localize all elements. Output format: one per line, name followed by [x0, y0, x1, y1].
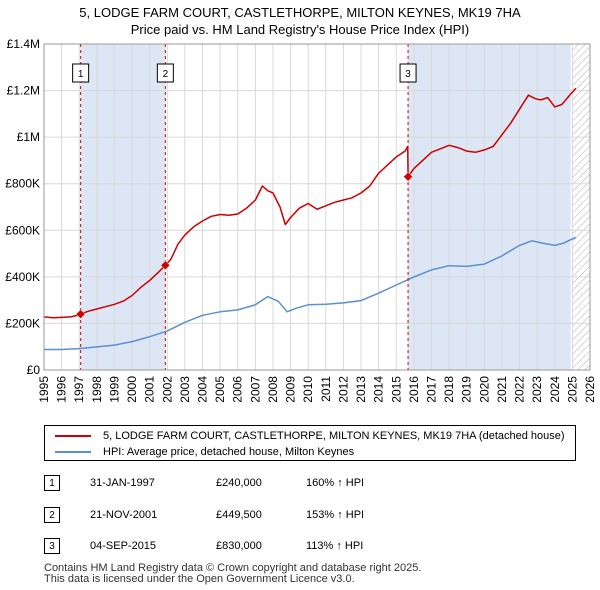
x-tick-label: 1997	[72, 376, 86, 403]
transaction-row: 1 31-JAN-1997 £240,000 160% ↑ HPI	[44, 475, 444, 493]
x-tick-label: 2000	[125, 376, 139, 403]
series-line-property	[43, 87, 577, 319]
x-tick-label: 2009	[284, 376, 298, 403]
transaction-date: 04-SEP-2015	[90, 540, 157, 552]
legend-item-property: 5, LODGE FARM COURT, CASTLETHORPE, MILTO…	[45, 428, 565, 444]
x-tick-label: 2021	[495, 376, 509, 403]
plot-frame	[43, 43, 591, 371]
transaction-price: £449,500	[216, 509, 262, 521]
x-tick-label: 2025	[565, 376, 579, 403]
footer-licence: This data is licensed under the Open Gov…	[44, 573, 355, 585]
x-tick-label: 2017	[424, 376, 438, 403]
sale-point	[160, 260, 171, 271]
y-tick-label: £1.4M	[7, 37, 40, 51]
x-tick-label: 2020	[477, 376, 491, 403]
y-tick-label: £800K	[5, 177, 40, 191]
marker-badge	[156, 63, 174, 83]
series-line-hpi	[44, 236, 577, 351]
x-tick-label: 1998	[90, 376, 104, 403]
y-tick-label: £400K	[5, 270, 40, 284]
y-tick-label: £1.2M	[7, 84, 40, 98]
transaction-number-badge: 2	[44, 507, 60, 523]
transaction-row: 3 04-SEP-2015 £830,000 113% ↑ HPI	[44, 538, 444, 556]
chart-title-line1: 5, LODGE FARM COURT, CASTLETHORPE, MILTO…	[79, 5, 521, 20]
x-tick-label: 2003	[178, 376, 192, 403]
marker-label: 3	[405, 69, 411, 80]
x-tick-label: 2016	[407, 376, 421, 403]
transaction-date: 21-NOV-2001	[90, 509, 158, 521]
shaded-period	[408, 44, 571, 370]
footer-copyright: Contains HM Land Registry data © Crown c…	[44, 562, 422, 574]
x-tick-label: 2018	[442, 376, 456, 403]
sale-point	[403, 171, 413, 182]
marker-badge	[72, 63, 90, 83]
shaded-period	[80, 44, 166, 370]
x-tick-label: 1995	[37, 376, 51, 403]
x-tick-label: 2006	[231, 376, 245, 403]
x-tick-label: 2004	[196, 376, 210, 403]
x-tick-label: 2002	[160, 376, 174, 403]
y-tick-label: £1M	[17, 130, 40, 144]
legend-swatch-property	[55, 435, 91, 437]
x-tick-label: 2013	[354, 376, 368, 403]
transaction-number-badge: 1	[44, 475, 60, 491]
forecast-hatch	[572, 44, 590, 370]
y-tick-label: £600K	[5, 223, 40, 237]
legend-swatch-hpi	[55, 451, 91, 453]
x-tick-label: 2019	[460, 376, 474, 403]
transaction-price: £830,000	[216, 540, 262, 552]
transaction-date: 31-JAN-1997	[90, 477, 155, 489]
x-tick-label: 2014	[372, 376, 386, 403]
legend: 5, LODGE FARM COURT, CASTLETHORPE, MILTO…	[44, 425, 576, 461]
x-tick-label: 2024	[548, 376, 562, 403]
x-tick-label: 1999	[107, 376, 121, 403]
transaction-number-badge: 3	[44, 538, 60, 554]
x-tick-label: 2005	[213, 376, 227, 403]
marker-label: 1	[78, 69, 84, 80]
price-chart: 1 2 3 £0 £200K £400K £600K £800K £1M £1.2M £1.4M 1…	[5, 37, 597, 403]
legend-label-property: 5, LODGE FARM COURT, CASTLETHORPE, MILTO…	[103, 430, 565, 442]
x-tick-label: 2011	[319, 376, 333, 402]
marker-badge	[399, 63, 417, 83]
transaction-hpi-change: 160% ↑ HPI	[306, 477, 365, 489]
transaction-row: 2 21-NOV-2001 £449,500 153% ↑ HPI	[44, 507, 444, 525]
x-tick-label: 2012	[336, 376, 350, 403]
marker-label: 2	[163, 69, 169, 80]
transaction-hpi-change: 113% ↑ HPI	[306, 540, 364, 552]
sale-point	[75, 309, 86, 319]
y-tick-label: £200K	[5, 316, 40, 330]
transaction-price: £240,000	[216, 477, 262, 489]
x-tick-label: 2007	[248, 376, 262, 403]
y-tick-label: £0	[27, 363, 41, 377]
legend-label-hpi: HPI: Average price, detached house, Milt…	[103, 446, 355, 458]
x-tick-label: 2010	[301, 376, 315, 403]
x-tick-label: 2008	[266, 376, 280, 403]
chart-title-line2: Price paid vs. HM Land Registry's House …	[130, 22, 470, 37]
x-tick-label: 2026	[583, 376, 597, 403]
x-tick-label: 1996	[55, 376, 69, 403]
x-tick-label: 2015	[389, 376, 403, 403]
x-tick-label: 2023	[530, 376, 544, 403]
x-tick-label: 2022	[513, 376, 527, 403]
legend-item-hpi: HPI: Average price, detached house, Milt…	[45, 444, 354, 460]
transaction-hpi-change: 153% ↑ HPI	[306, 509, 365, 521]
x-tick-label: 2001	[143, 376, 157, 403]
